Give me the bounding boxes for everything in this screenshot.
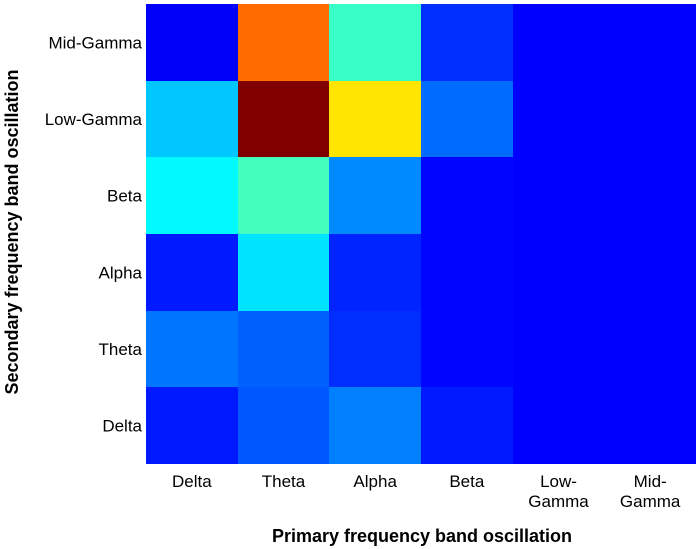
- heatmap-cell: [238, 81, 329, 157]
- y-tick-label: Mid-Gamma: [48, 33, 142, 52]
- y-tick-label: Delta: [102, 417, 142, 436]
- x-tick-label: Delta: [172, 472, 212, 491]
- heatmap-cell: [604, 81, 696, 157]
- heatmap-cell: [329, 387, 421, 464]
- heatmap-cell: [421, 81, 513, 157]
- heatmap-cell: [146, 4, 238, 81]
- heatmap-cell: [238, 4, 329, 81]
- heatmap-cell: [604, 387, 696, 464]
- heatmap-cell: [421, 157, 513, 234]
- x-tick-label: Gamma: [620, 492, 681, 511]
- heatmap-cell: [146, 387, 238, 464]
- heatmap-cell: [146, 311, 238, 387]
- x-tick-label: Alpha: [353, 472, 397, 491]
- heatmap-cell: [238, 311, 329, 387]
- heatmap-cell: [421, 311, 513, 387]
- heatmap-cell: [146, 157, 238, 234]
- heatmap-cell: [238, 157, 329, 234]
- x-tick-label: Beta: [449, 472, 485, 491]
- y-tick-label: Beta: [107, 187, 143, 206]
- heatmap-cell: [513, 234, 604, 311]
- heatmap-cell: [329, 157, 421, 234]
- heatmap-cell: [604, 4, 696, 81]
- x-tick-label: Low-: [540, 472, 577, 491]
- heatmap-cell: [604, 311, 696, 387]
- heatmap-cell: [329, 81, 421, 157]
- heatmap-cell: [329, 234, 421, 311]
- heatmap-cell: [513, 387, 604, 464]
- heatmap-cell: [604, 157, 696, 234]
- heatmap-cell: [146, 81, 238, 157]
- heatmap-cell: [513, 4, 604, 81]
- heatmap-cell: [513, 157, 604, 234]
- heatmap-cells: [146, 4, 696, 464]
- heatmap-cell: [513, 311, 604, 387]
- x-tick-label: Gamma: [528, 492, 589, 511]
- y-tick-label: Theta: [99, 340, 143, 359]
- heatmap-cell: [146, 234, 238, 311]
- heatmap-cell: [421, 234, 513, 311]
- heatmap-cell: [238, 234, 329, 311]
- heatmap-cell: [421, 387, 513, 464]
- y-tick-label: Alpha: [99, 263, 143, 282]
- heatmap-cell: [421, 4, 513, 81]
- y-tick-label: Low-Gamma: [45, 110, 143, 129]
- y-axis-title: Secondary frequency band oscillation: [2, 69, 22, 394]
- heatmap-cell: [238, 387, 329, 464]
- y-tick-labels: Mid-Gamma Low-Gamma Beta Alpha Theta Delta: [45, 33, 143, 435]
- x-tick-label: Mid-: [634, 472, 667, 491]
- x-axis-title: Primary frequency band oscillation: [272, 526, 572, 546]
- heatmap-cell: [329, 311, 421, 387]
- heatmap-cell: [513, 81, 604, 157]
- heatmap-cell: [604, 234, 696, 311]
- x-tick-label: Theta: [262, 472, 306, 491]
- heatmap-cell: [329, 4, 421, 81]
